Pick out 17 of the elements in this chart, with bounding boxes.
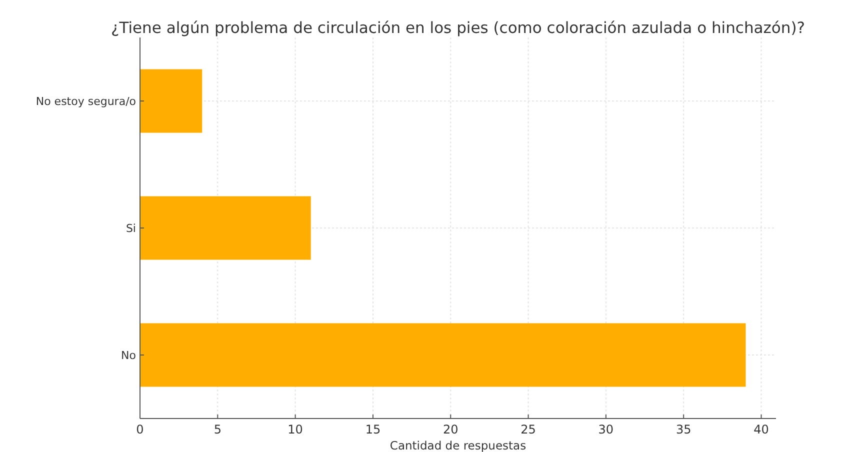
- x-tick-label: 15: [365, 422, 381, 436]
- bar: [140, 69, 202, 133]
- x-axis-title: Cantidad de respuestas: [390, 438, 526, 452]
- x-tick-label: 20: [442, 422, 458, 436]
- x-tick-label: 25: [520, 422, 536, 436]
- bar: [140, 196, 311, 260]
- x-tick-label: 10: [288, 422, 303, 436]
- x-tick-label: 30: [598, 422, 614, 436]
- x-tick-label: 40: [754, 422, 769, 436]
- y-tick-label: No: [121, 349, 136, 362]
- x-tick-label: 35: [676, 422, 692, 436]
- x-tick-label: 0: [136, 422, 144, 436]
- y-tick-label: No estoy segura/o: [36, 95, 136, 108]
- bar: [140, 323, 746, 387]
- y-tick-label: Si: [126, 222, 136, 235]
- x-tick-label: 5: [214, 422, 222, 436]
- chart-title: ¿Tiene algún problema de circulación en los pies (como coloración azulada o hinchazón)?: [110, 19, 806, 37]
